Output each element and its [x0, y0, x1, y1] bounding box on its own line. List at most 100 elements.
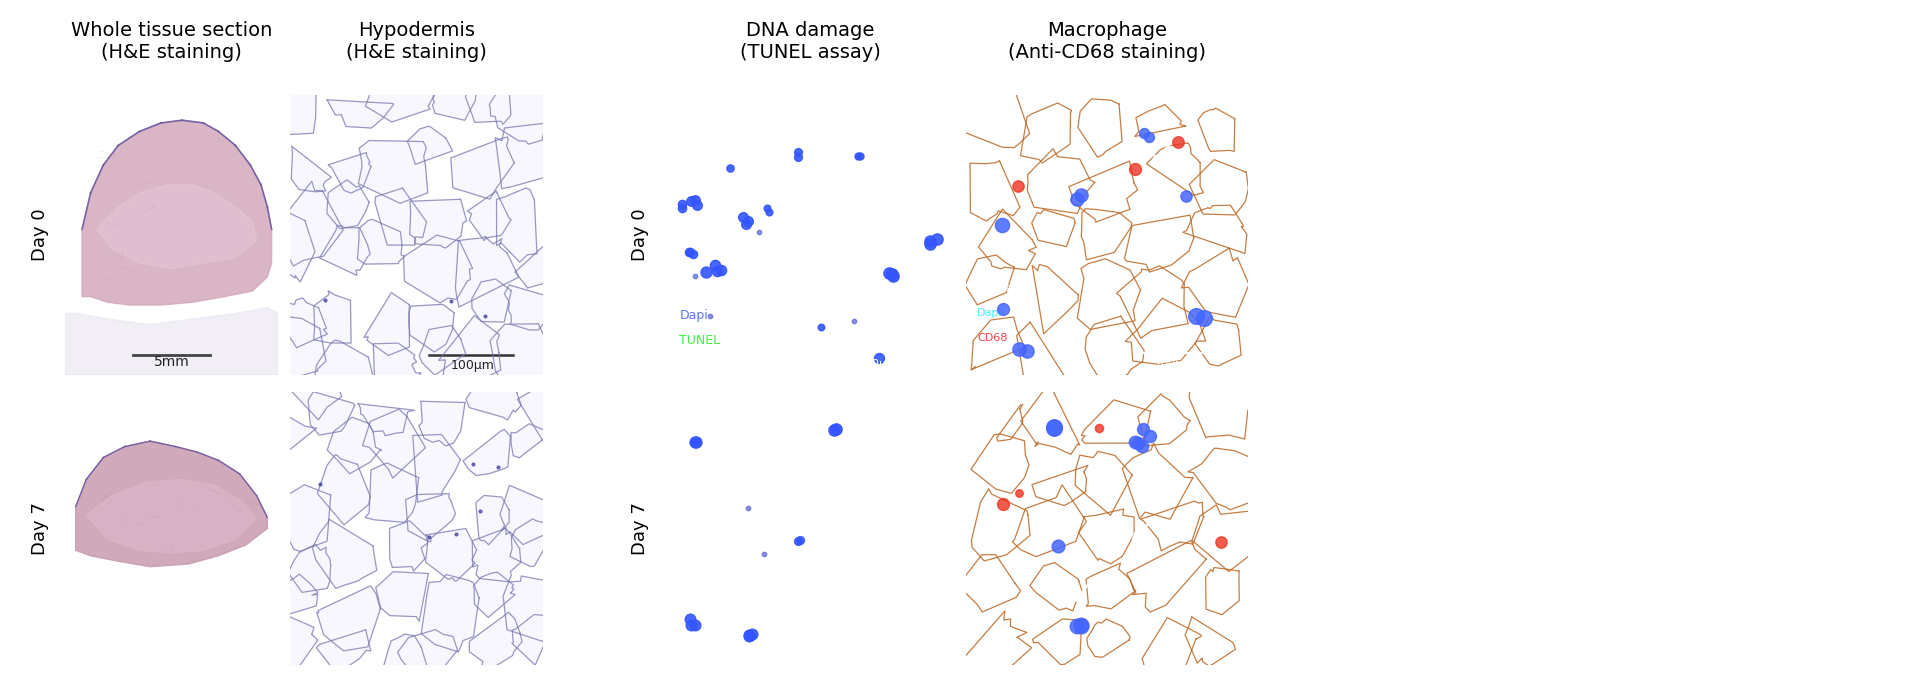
Point: [753, 202, 783, 213]
Point: [916, 238, 947, 250]
Point: [877, 271, 908, 282]
Polygon shape: [405, 493, 455, 542]
Point: [914, 235, 945, 246]
Polygon shape: [467, 191, 511, 240]
Polygon shape: [269, 574, 319, 619]
Point: [440, 528, 470, 540]
Polygon shape: [292, 147, 332, 192]
Point: [682, 199, 712, 210]
Point: [436, 296, 467, 307]
Polygon shape: [359, 140, 428, 203]
Polygon shape: [365, 293, 409, 356]
Point: [1012, 345, 1043, 356]
Polygon shape: [455, 237, 518, 307]
Polygon shape: [497, 188, 538, 262]
Point: [707, 265, 737, 276]
Point: [839, 315, 870, 326]
Polygon shape: [490, 75, 553, 144]
Polygon shape: [420, 575, 480, 652]
Polygon shape: [365, 51, 436, 122]
Text: Day 7: Day 7: [31, 502, 50, 555]
Polygon shape: [317, 455, 371, 525]
Point: [1164, 136, 1194, 147]
Point: [989, 303, 1020, 315]
Polygon shape: [263, 81, 317, 135]
Polygon shape: [467, 363, 520, 420]
Point: [1181, 310, 1212, 322]
Text: Day 0: Day 0: [632, 209, 649, 261]
Polygon shape: [252, 413, 317, 474]
Polygon shape: [511, 424, 553, 458]
Point: [733, 630, 764, 642]
Polygon shape: [420, 528, 476, 582]
Point: [845, 150, 876, 161]
Polygon shape: [286, 357, 342, 420]
Point: [806, 321, 837, 332]
Point: [676, 619, 707, 630]
Point: [714, 162, 745, 173]
Polygon shape: [374, 188, 426, 245]
Point: [733, 215, 764, 226]
Point: [695, 310, 726, 322]
Polygon shape: [495, 122, 557, 189]
Polygon shape: [407, 127, 453, 164]
Polygon shape: [490, 324, 553, 394]
Polygon shape: [419, 326, 465, 375]
Polygon shape: [357, 219, 405, 264]
Point: [1043, 541, 1073, 552]
Point: [666, 199, 697, 210]
Text: 100μm: 100μm: [858, 359, 899, 368]
Point: [691, 267, 722, 278]
Point: [303, 478, 334, 489]
Polygon shape: [86, 480, 257, 553]
Point: [818, 424, 849, 435]
Point: [783, 535, 814, 546]
Polygon shape: [359, 404, 415, 435]
Point: [922, 233, 952, 245]
Point: [680, 194, 710, 206]
Polygon shape: [476, 496, 509, 545]
Text: 100μm: 100μm: [1156, 359, 1194, 368]
Point: [843, 150, 874, 161]
Polygon shape: [390, 521, 428, 571]
Polygon shape: [363, 409, 426, 478]
Point: [457, 459, 488, 470]
Polygon shape: [468, 612, 522, 671]
Point: [1119, 436, 1150, 447]
Text: Whole tissue section
(H&E staining): Whole tissue section (H&E staining): [71, 21, 273, 62]
Point: [874, 267, 904, 278]
Polygon shape: [307, 391, 355, 435]
Polygon shape: [451, 137, 515, 199]
Point: [987, 219, 1018, 231]
Polygon shape: [503, 576, 570, 643]
Point: [468, 310, 499, 322]
Point: [755, 206, 785, 217]
Point: [737, 628, 768, 640]
Text: Day 0: Day 0: [31, 209, 50, 261]
Polygon shape: [372, 343, 420, 406]
Polygon shape: [96, 185, 257, 268]
Polygon shape: [465, 66, 511, 124]
Point: [732, 218, 762, 229]
Point: [701, 265, 732, 276]
Point: [1127, 440, 1158, 452]
Text: Brightfield: Brightfield: [977, 283, 1035, 293]
Point: [1135, 431, 1165, 442]
Point: [864, 352, 895, 363]
Polygon shape: [75, 441, 267, 567]
Polygon shape: [328, 152, 371, 193]
Point: [783, 536, 814, 547]
Point: [1004, 343, 1035, 354]
Polygon shape: [432, 69, 476, 120]
Text: 5mm: 5mm: [154, 355, 190, 369]
Polygon shape: [499, 485, 551, 545]
Point: [674, 247, 705, 258]
Polygon shape: [365, 463, 419, 522]
Polygon shape: [65, 308, 278, 375]
Polygon shape: [319, 225, 371, 275]
Polygon shape: [419, 401, 465, 446]
Polygon shape: [474, 572, 515, 617]
Point: [1119, 164, 1150, 175]
Text: Dapi: Dapi: [680, 309, 708, 322]
Polygon shape: [513, 614, 555, 665]
